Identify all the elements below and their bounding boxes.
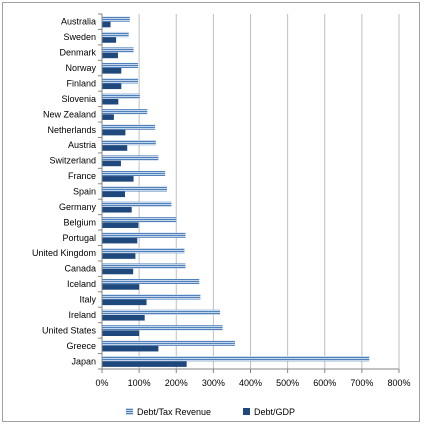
tick-label-1: 100% bbox=[128, 378, 151, 388]
bar-debt-gdp-new-zealand bbox=[102, 114, 114, 120]
category-labels: Australia Sweden Denmark Norway Finland Slove… bbox=[32, 17, 97, 367]
category-label-denmark: Denmark bbox=[59, 48, 96, 58]
bar-debt-gdp-netherlands bbox=[102, 129, 126, 136]
category-label-greece: Greece bbox=[66, 341, 96, 351]
tick-label-6: 600% bbox=[313, 378, 336, 388]
category-label-austria: Austria bbox=[68, 140, 96, 150]
bar-debt-gdp-iceland bbox=[102, 284, 140, 290]
bar-debt-gdp-switzerland bbox=[102, 160, 121, 167]
bar-debt-gdp-greece bbox=[102, 345, 159, 352]
category-label-portugal: Portugal bbox=[62, 233, 96, 243]
tick-label-0: 0% bbox=[95, 378, 108, 388]
category-label-germany: Germany bbox=[59, 202, 97, 212]
bars bbox=[102, 16, 370, 367]
bar-debt-gdp-germany bbox=[102, 206, 132, 213]
tick-labels: 0% 100% 200% 300% 400% 500% 600% 700% 800% bbox=[95, 378, 410, 388]
legend-swatch-debt-tax-revenue bbox=[126, 408, 133, 415]
category-label-spain: Spain bbox=[73, 187, 96, 197]
bar-debt-tax-revenue-japan bbox=[102, 356, 370, 362]
bar-debt-tax-revenue-france bbox=[102, 170, 166, 177]
bar-debt-gdp-australia bbox=[102, 21, 111, 28]
category-label-norway: Norway bbox=[65, 63, 96, 73]
tick-label-2: 200% bbox=[165, 378, 188, 388]
bar-debt-tax-revenue-australia bbox=[102, 16, 130, 22]
category-label-united-states: United States bbox=[42, 325, 97, 335]
category-label-slovenia: Slovenia bbox=[61, 94, 96, 104]
bar-debt-tax-revenue-canada bbox=[102, 263, 186, 269]
tick-label-8: 800% bbox=[387, 378, 410, 388]
bar-debt-tax-revenue-netherlands bbox=[102, 124, 156, 130]
bar-debt-tax-revenue-greece bbox=[102, 340, 235, 346]
bar-debt-gdp-portugal bbox=[102, 237, 138, 244]
axes bbox=[98, 13, 400, 373]
bar-debt-gdp-slovenia bbox=[102, 98, 119, 105]
category-label-belgium: Belgium bbox=[63, 217, 96, 227]
bar-debt-gdp-spain bbox=[102, 191, 126, 198]
category-label-finland: Finland bbox=[66, 78, 96, 88]
bar-debt-gdp-belgium bbox=[102, 222, 139, 228]
tick-label-4: 400% bbox=[239, 378, 262, 388]
bar-debt-tax-revenue-austria bbox=[102, 139, 156, 146]
chart-svg: Australia Sweden Denmark Norway Finland Slove… bbox=[32, 13, 411, 417]
bar-debt-tax-revenue-sweden bbox=[102, 31, 129, 38]
bar-debt-tax-revenue-switzerland bbox=[102, 155, 159, 161]
bar-debt-tax-revenue-iceland bbox=[102, 278, 200, 285]
bar-debt-tax-revenue-new-zealand bbox=[102, 109, 148, 115]
bar-debt-tax-revenue-slovenia bbox=[102, 93, 140, 99]
bar-debt-gdp-canada bbox=[102, 268, 134, 275]
category-label-sweden: Sweden bbox=[63, 32, 96, 42]
bar-debt-gdp-norway bbox=[102, 68, 122, 74]
bar-debt-tax-revenue-ireland bbox=[102, 309, 221, 315]
legend-label-debt-gdp: Debt/GDP bbox=[254, 407, 295, 417]
bar-debt-gdp-ireland bbox=[102, 314, 145, 321]
category-label-iceland: Iceland bbox=[67, 279, 96, 289]
gridlines bbox=[138, 14, 400, 369]
category-label-france: France bbox=[68, 171, 96, 181]
bar-debt-gdp-united-states bbox=[102, 330, 140, 337]
bar-debt-gdp-sweden bbox=[102, 37, 117, 43]
legend-swatch-debt-gdp bbox=[243, 408, 250, 415]
legend: Debt/Tax Revenue Debt/GDP bbox=[126, 407, 295, 417]
bar-debt-tax-revenue-norway bbox=[102, 62, 139, 69]
category-label-canada: Canada bbox=[64, 264, 96, 274]
tick-label-7: 700% bbox=[350, 378, 373, 388]
bar-debt-tax-revenue-portugal bbox=[102, 232, 186, 238]
bar-debt-gdp-japan bbox=[102, 361, 187, 367]
bar-debt-tax-revenue-spain bbox=[102, 186, 167, 192]
category-label-switzerland: Switzerland bbox=[49, 156, 96, 166]
bar-debt-tax-revenue-denmark bbox=[102, 47, 134, 53]
bar-debt-gdp-austria bbox=[102, 145, 128, 151]
category-label-italy: Italy bbox=[79, 295, 96, 305]
bar-debt-tax-revenue-germany bbox=[102, 201, 172, 207]
bar-debt-gdp-finland bbox=[102, 83, 122, 90]
chart-frame: Australia Sweden Denmark Norway Finland Slove… bbox=[2, 2, 420, 422]
category-label-united-kingdom: United Kingdom bbox=[32, 248, 96, 258]
category-label-australia: Australia bbox=[61, 17, 96, 27]
bar-debt-tax-revenue-united-states bbox=[102, 325, 223, 331]
bar-debt-tax-revenue-belgium bbox=[102, 217, 177, 223]
bar-debt-gdp-united-kingdom bbox=[102, 253, 136, 259]
category-label-new-zealand: New Zealand bbox=[43, 109, 96, 119]
category-label-ireland: Ireland bbox=[68, 310, 96, 320]
category-label-japan: Japan bbox=[71, 356, 96, 366]
tick-label-3: 300% bbox=[202, 378, 225, 388]
bar-debt-gdp-france bbox=[102, 176, 134, 182]
category-label-netherlands: Netherlands bbox=[47, 125, 96, 135]
bar-debt-gdp-denmark bbox=[102, 52, 118, 59]
tick-label-5: 500% bbox=[276, 378, 299, 388]
bar-debt-gdp-italy bbox=[102, 299, 147, 306]
legend-label-debt-tax-revenue: Debt/Tax Revenue bbox=[137, 407, 211, 417]
bar-debt-tax-revenue-finland bbox=[102, 78, 139, 84]
bar-debt-tax-revenue-italy bbox=[102, 294, 201, 300]
bar-debt-tax-revenue-united-kingdom bbox=[102, 248, 185, 254]
